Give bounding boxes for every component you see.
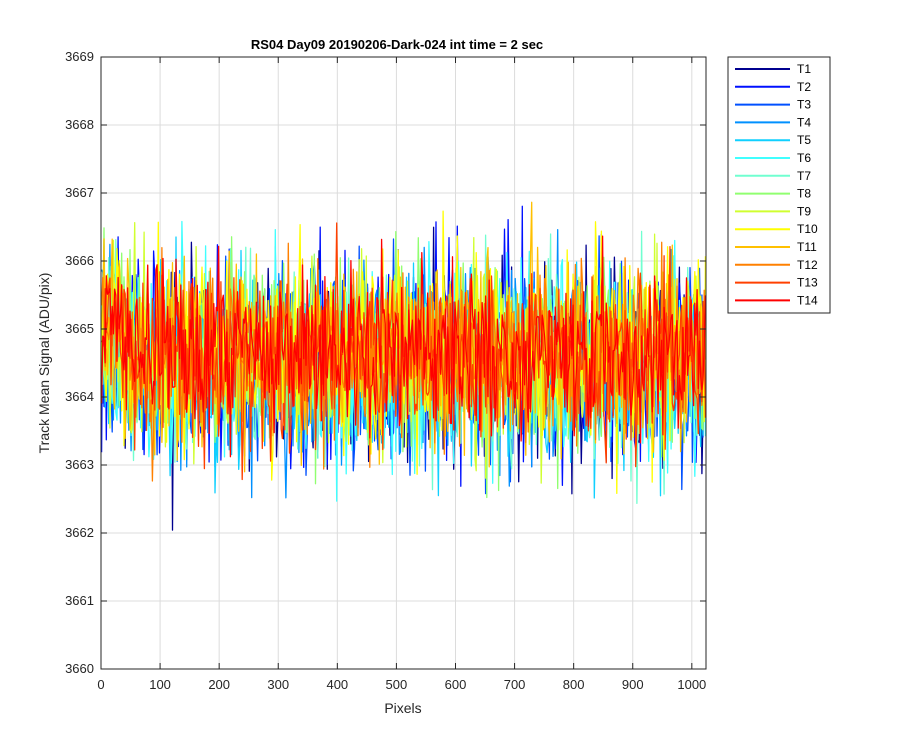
legend: T1 T2 T3 T4 T5 T6 T7 T8 T9 T10 T11 T12 T13 T14 — [727, 56, 831, 314]
y-tick-label: 3668 — [65, 117, 94, 132]
legend-label-t12: T12 — [797, 258, 818, 272]
y-tick-label: 3666 — [65, 253, 94, 268]
y-tick-label: 3669 — [65, 49, 94, 64]
legend-box — [727, 56, 831, 314]
legend-label-t3: T3 — [797, 98, 811, 112]
x-tick-label: 400 — [326, 677, 348, 692]
axes-box — [100, 56, 707, 670]
x-tick-label: 700 — [504, 677, 526, 692]
x-tick-label: 200 — [208, 677, 230, 692]
legend-label-t9: T9 — [797, 204, 811, 218]
y-tick-label: 3665 — [65, 321, 94, 336]
legend-label-t11: T11 — [797, 240, 817, 254]
x-tick-label: 0 — [97, 677, 104, 692]
legend-label-t5: T5 — [797, 133, 811, 147]
legend-label-t8: T8 — [797, 187, 811, 201]
x-tick-label: 100 — [149, 677, 171, 692]
y-tick-label: 3662 — [65, 525, 94, 540]
legend-label-t7: T7 — [797, 169, 811, 183]
x-tick-label: 300 — [267, 677, 289, 692]
series-line-t14 — [101, 235, 706, 458]
chart-title: RS04 Day09 20190206-Dark-024 int time = … — [251, 37, 543, 52]
legend-label-t1: T1 — [797, 62, 811, 76]
y-tick-label: 3664 — [65, 389, 94, 404]
legend-label-t13: T13 — [797, 276, 818, 290]
legend-label-t2: T2 — [797, 80, 811, 94]
x-tick-label: 1000 — [677, 677, 706, 692]
y-tick-label: 3667 — [65, 185, 94, 200]
series-line-t12 — [101, 241, 706, 482]
ticks: 0 100 200 300 400 500 600 700 800 900 1000 3660 3661… — [65, 49, 706, 692]
legend-label-t10: T10 — [797, 222, 818, 236]
x-tick-label: 500 — [386, 677, 408, 692]
series-layer — [101, 201, 706, 531]
legend-label-t4: T4 — [797, 115, 811, 129]
y-tick-label: 3660 — [65, 661, 94, 676]
legend-label-t14: T14 — [797, 293, 818, 307]
y-axis-label: Track Mean Signal (ADU/pix) — [36, 273, 52, 454]
x-tick-label: 600 — [445, 677, 467, 692]
y-tick-label: 3663 — [65, 457, 94, 472]
x-tick-label: 800 — [563, 677, 585, 692]
legend-label-t6: T6 — [797, 151, 811, 165]
x-axis-label: Pixels — [384, 700, 421, 716]
plot-area: 0 100 200 300 400 500 600 700 800 900 1000 3660 3661… — [65, 49, 707, 692]
y-tick-label: 3661 — [65, 593, 94, 608]
x-tick-label: 900 — [622, 677, 644, 692]
